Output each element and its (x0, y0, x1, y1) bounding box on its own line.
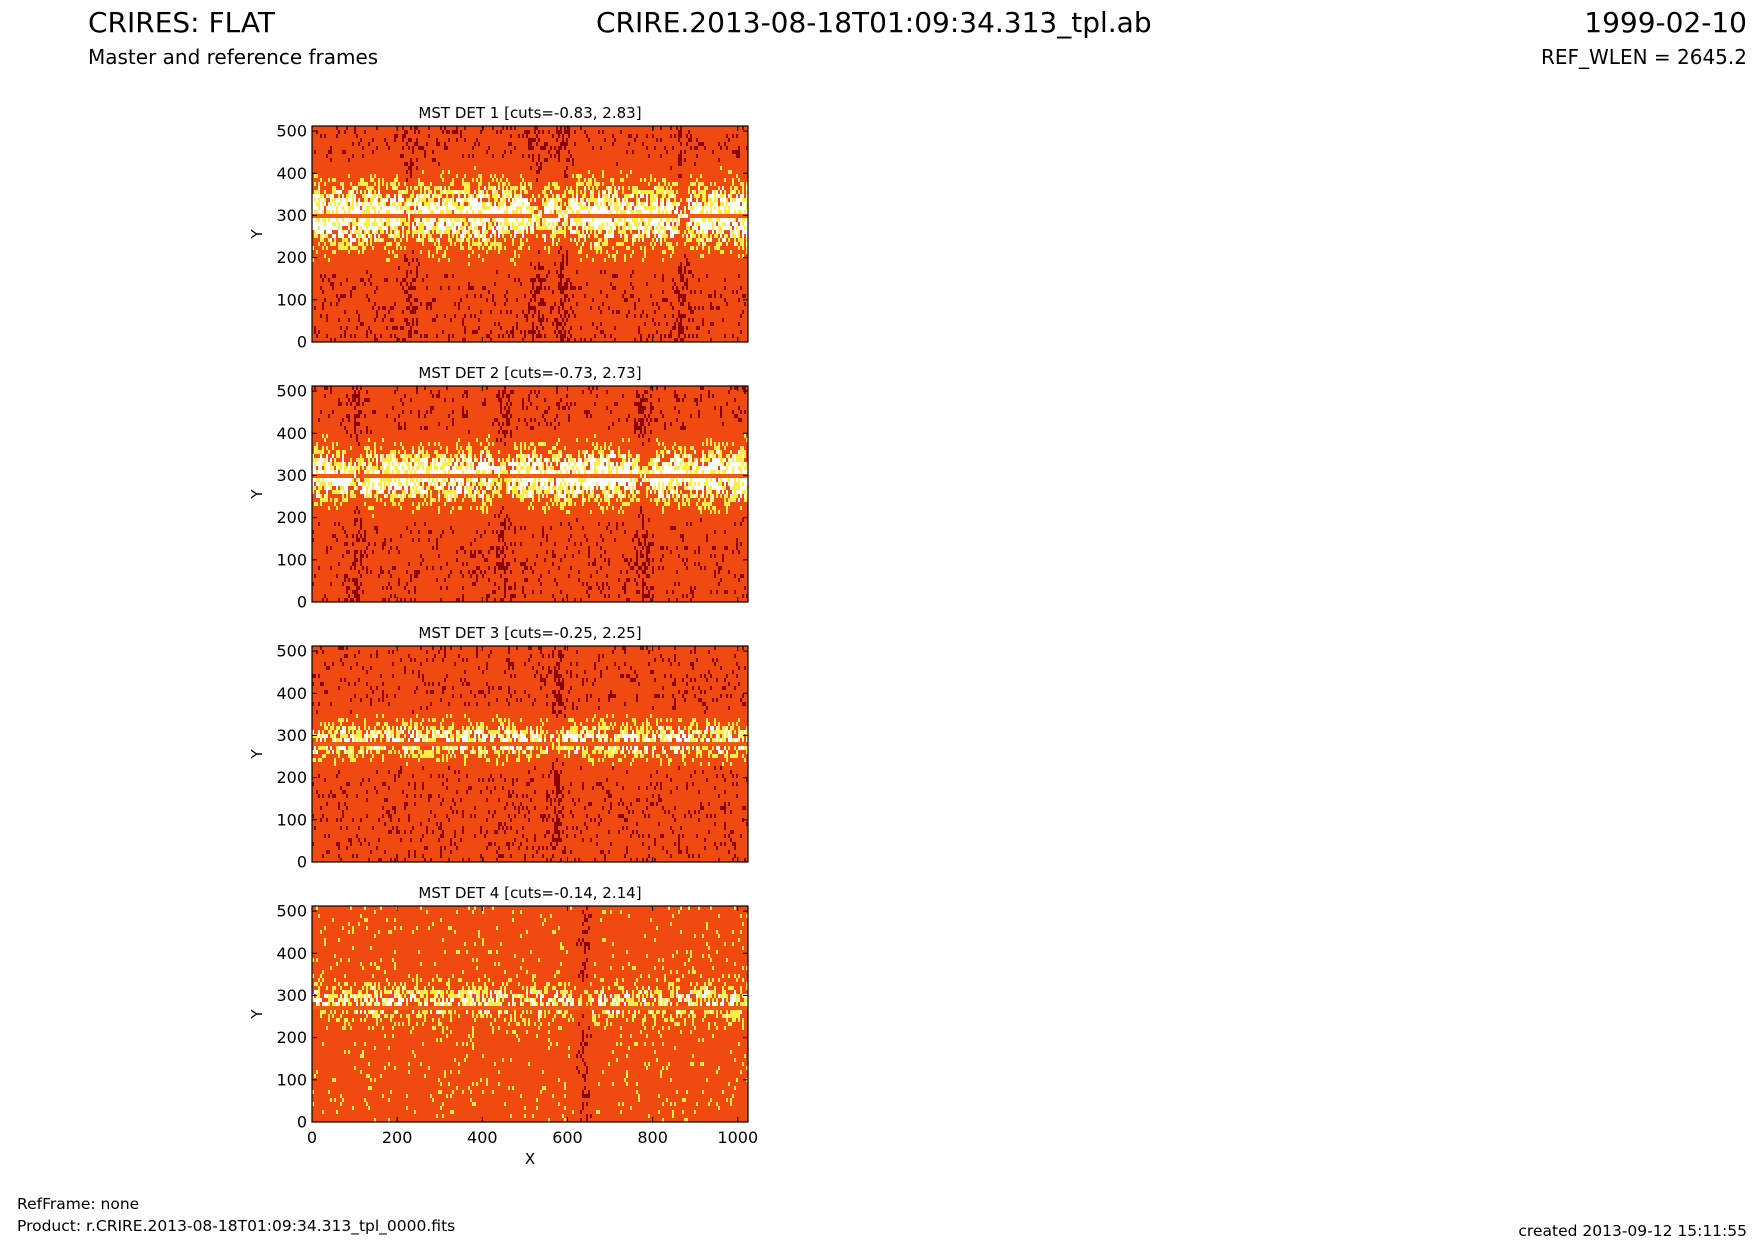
y-tick-label: 200 (276, 1028, 307, 1047)
plot-frame (311, 905, 749, 1123)
y-tick-label: 500 (276, 122, 307, 141)
plot-frame (311, 385, 749, 603)
y-tick-label: 400 (276, 424, 307, 443)
plot-frame (311, 125, 749, 343)
heatmap-image (312, 906, 748, 1122)
panel-title: MST DET 3 [cuts=-0.25, 2.25] (418, 624, 641, 642)
heatmap-image (312, 386, 748, 602)
y-tick-label: 100 (276, 550, 307, 569)
x-tick-label: 800 (637, 1128, 668, 1147)
y-tick-label: 100 (276, 290, 307, 309)
created-label: created 2013-09-12 15:11:55 (1518, 1222, 1747, 1240)
y-tick-label: 300 (276, 986, 307, 1005)
report-subtitle: Master and reference frames (88, 45, 379, 69)
report-title: CRIRES: FLAT (88, 6, 275, 39)
x-tick-label: 1000 (717, 1128, 758, 1147)
plot-frame (311, 645, 749, 863)
y-tick-label: 300 (276, 466, 307, 485)
panel-title: MST DET 4 [cuts=-0.14, 2.14] (418, 884, 641, 902)
product-label: Product: r.CRIRE.2013-08-18T01:09:34.313… (17, 1217, 456, 1235)
y-tick-label: 200 (276, 508, 307, 527)
y-tick-label: 300 (276, 726, 307, 745)
x-tick-label: 400 (467, 1128, 498, 1147)
heatmap-image (312, 646, 748, 862)
x-tick-label: 600 (552, 1128, 583, 1147)
y-axis-label: Y (248, 749, 266, 760)
x-axis-label: X (525, 1150, 535, 1168)
y-tick-label: 400 (276, 944, 307, 963)
y-tick-label: 400 (276, 684, 307, 703)
ref-wlen-label: REF_WLEN = 2645.2 (1540, 45, 1747, 69)
panel-title: MST DET 1 [cuts=-0.83, 2.83] (418, 104, 641, 122)
y-tick-label: 0 (297, 853, 307, 872)
detector-panel-2: MST DET 2 [cuts=-0.73, 2.73] 0 100 200 300 40… (248, 364, 749, 612)
observation-date: 1999-02-10 (1584, 6, 1747, 39)
y-tick-label: 200 (276, 768, 307, 787)
detector-panel-3: MST DET 3 [cuts=-0.25, 2.25] 0 100 200 300 40… (248, 624, 749, 872)
heatmap-image (312, 126, 748, 342)
y-tick-label: 100 (276, 810, 307, 829)
y-tick-label: 100 (276, 1070, 307, 1089)
y-tick-label: 400 (276, 164, 307, 183)
y-tick-label: 500 (276, 902, 307, 921)
y-tick-label: 200 (276, 248, 307, 267)
y-axis-label: Y (248, 489, 266, 500)
y-tick-label: 500 (276, 382, 307, 401)
x-tick-label: 200 (382, 1128, 413, 1147)
y-tick-label: 0 (297, 1113, 307, 1132)
y-tick-label: 0 (297, 593, 307, 612)
y-tick-label: 500 (276, 642, 307, 661)
file-name-title: CRIRE.2013-08-18T01:09:34.313_tpl.ab (596, 6, 1152, 39)
y-tick-label: 300 (276, 206, 307, 225)
y-axis-label: Y (248, 229, 266, 240)
ref-frame-label: RefFrame: none (17, 1195, 140, 1213)
panel-title: MST DET 2 [cuts=-0.73, 2.73] (418, 364, 641, 382)
x-tick-label: 0 (307, 1128, 317, 1147)
y-axis-label: Y (248, 1009, 266, 1020)
detector-panel-1: MST DET 1 [cuts=-0.83, 2.83] 0 100 200 300 40… (248, 104, 749, 352)
detector-panel-4: MST DET 4 [cuts=-0.14, 2.14] 0 100 200 300 40… (248, 884, 758, 1168)
y-tick-label: 0 (297, 333, 307, 352)
